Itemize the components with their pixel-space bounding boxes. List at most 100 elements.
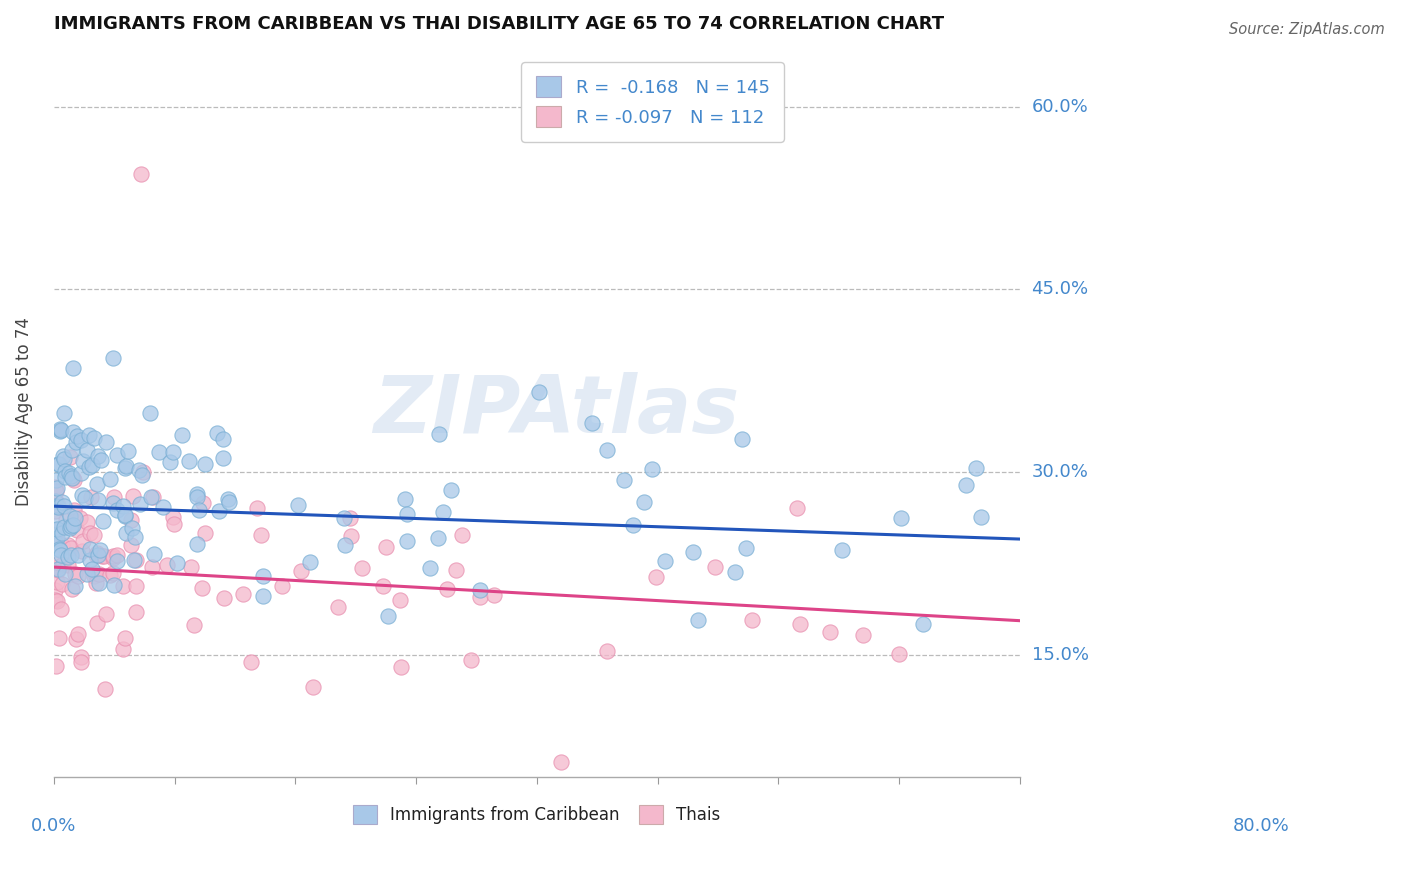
Point: [44, 583, 66, 598]
Point: [641, 462, 664, 476]
Point: [91, 549, 114, 564]
Point: [105, 554, 128, 568]
Point: [79, 541, 101, 556]
Point: [786, 501, 808, 516]
Point: [76, 566, 98, 581]
Point: [688, 613, 710, 627]
Point: [46, 563, 69, 577]
Point: [46, 522, 69, 536]
Point: [44, 499, 66, 513]
Point: [65, 579, 87, 593]
Point: [188, 503, 211, 517]
Point: [208, 504, 231, 518]
Point: [49, 424, 72, 438]
Point: [831, 543, 853, 558]
Point: [682, 545, 704, 559]
Text: 15.0%: 15.0%: [1032, 646, 1088, 664]
Point: [444, 563, 467, 577]
Point: [51, 538, 73, 552]
Point: [186, 487, 208, 501]
Point: [73, 491, 96, 505]
Point: [550, 755, 572, 769]
Point: [114, 509, 136, 524]
Point: [51, 577, 73, 591]
Point: [52, 406, 75, 420]
Point: [59, 521, 82, 535]
Point: [290, 564, 312, 578]
Point: [72, 544, 94, 558]
Point: [44, 504, 66, 518]
Point: [98, 472, 121, 486]
Point: [152, 500, 174, 514]
Point: [46, 457, 69, 471]
Point: [45, 531, 67, 545]
Point: [45, 659, 67, 673]
Text: 80.0%: 80.0%: [1233, 817, 1289, 835]
Point: [83, 431, 105, 445]
Point: [56, 538, 79, 552]
Text: 60.0%: 60.0%: [1032, 97, 1088, 116]
Point: [375, 540, 398, 554]
Point: [460, 653, 482, 667]
Point: [645, 570, 668, 584]
Point: [63, 566, 86, 581]
Point: [246, 500, 269, 515]
Point: [44, 592, 66, 607]
Point: [107, 448, 129, 462]
Point: [45, 483, 67, 498]
Point: [350, 561, 373, 575]
Point: [60, 471, 83, 485]
Point: [44, 523, 66, 537]
Point: [93, 549, 115, 564]
Point: [63, 511, 86, 525]
Point: [79, 460, 101, 475]
Point: [66, 523, 89, 537]
Point: [70, 649, 93, 664]
Point: [52, 558, 75, 572]
Point: [114, 508, 136, 523]
Point: [59, 450, 82, 464]
Point: [48, 556, 70, 570]
Point: [166, 556, 188, 570]
Point: [80, 562, 103, 576]
Point: [581, 417, 603, 431]
Point: [111, 500, 134, 514]
Point: [52, 451, 75, 466]
Point: [94, 607, 117, 621]
Point: [211, 432, 233, 446]
Point: [271, 579, 294, 593]
Point: [191, 496, 214, 510]
Point: [970, 510, 993, 524]
Point: [124, 605, 146, 619]
Point: [66, 627, 89, 641]
Point: [44, 493, 66, 508]
Point: [70, 434, 93, 448]
Point: [703, 560, 725, 574]
Point: [121, 520, 143, 534]
Point: [129, 167, 152, 181]
Point: [129, 497, 152, 511]
Point: [373, 579, 395, 593]
Point: [62, 470, 84, 484]
Point: [468, 590, 491, 604]
Point: [58, 549, 80, 564]
Point: [86, 546, 108, 560]
Point: [87, 575, 110, 590]
Point: [53, 519, 76, 533]
Point: [162, 444, 184, 458]
Point: [735, 541, 758, 555]
Point: [103, 578, 125, 592]
Point: [51, 526, 73, 541]
Point: [183, 617, 205, 632]
Point: [852, 628, 875, 642]
Point: [654, 554, 676, 568]
Point: [114, 461, 136, 475]
Point: [96, 434, 118, 449]
Point: [121, 489, 143, 503]
Point: [101, 550, 124, 565]
Point: [72, 453, 94, 467]
Point: [333, 538, 356, 552]
Point: [163, 516, 186, 531]
Point: [395, 533, 418, 548]
Point: [46, 562, 69, 576]
